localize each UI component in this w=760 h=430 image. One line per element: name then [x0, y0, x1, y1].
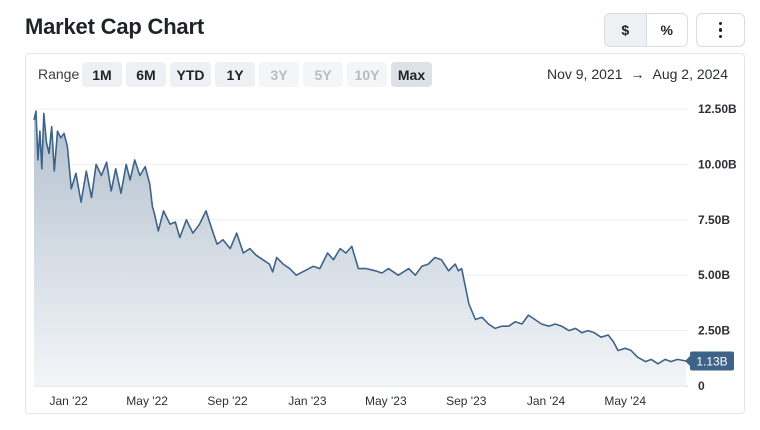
start-date: Nov 9, 2021: [546, 66, 623, 82]
y-tick-label: 2.50B: [698, 324, 730, 338]
range-button-3y: 3Y: [259, 62, 299, 87]
x-tick-label: May '22: [126, 394, 168, 408]
current-value-badge: [690, 351, 734, 371]
dollar-unit-button[interactable]: $: [605, 14, 647, 46]
range-button-1m[interactable]: 1M: [82, 62, 122, 87]
y-tick-label: 0: [698, 379, 705, 393]
end-date: Aug 2, 2024: [652, 66, 728, 82]
y-tick-label: 12.50B: [698, 102, 737, 116]
date-range[interactable]: Nov 9, 2021 → Aug 2, 2024: [547, 66, 728, 82]
range-button-1y[interactable]: 1Y: [215, 62, 255, 87]
x-tick-label: Jan '24: [527, 394, 566, 408]
range-button-5y: 5Y: [303, 62, 343, 87]
x-tick-label: Jan '23: [288, 394, 327, 408]
current-value-label: 1.13B: [696, 354, 727, 368]
x-tick-label: May '23: [365, 394, 407, 408]
page-title: Market Cap Chart: [25, 14, 204, 39]
value-badge-pointer: [685, 355, 690, 366]
percent-unit-button[interactable]: %: [646, 14, 687, 46]
y-tick-label: 7.50B: [698, 213, 730, 227]
x-tick-label: Jan '22: [49, 394, 88, 408]
market-cap-line: [33, 110, 687, 365]
arrow-right-icon: →: [630, 66, 645, 82]
y-tick-label: 10.00B: [698, 157, 737, 171]
x-tick-label: May '24: [604, 394, 646, 408]
y-tick-label: 5.00B: [698, 268, 730, 282]
x-tick-label: Sep '23: [446, 394, 487, 408]
range-button-6m[interactable]: 6M: [126, 62, 166, 87]
market-cap-area: [34, 111, 686, 386]
range-button-ytd[interactable]: YTD: [170, 62, 211, 87]
more-options-button[interactable]: [696, 13, 745, 47]
range-button-max[interactable]: Max: [391, 62, 432, 87]
range-button-10y: 10Y: [347, 62, 387, 87]
range-label: Range: [38, 66, 80, 82]
x-tick-label: Sep '22: [207, 394, 248, 408]
vertical-ellipsis-icon: [718, 21, 723, 26]
unit-toggle: $ %: [604, 13, 688, 47]
